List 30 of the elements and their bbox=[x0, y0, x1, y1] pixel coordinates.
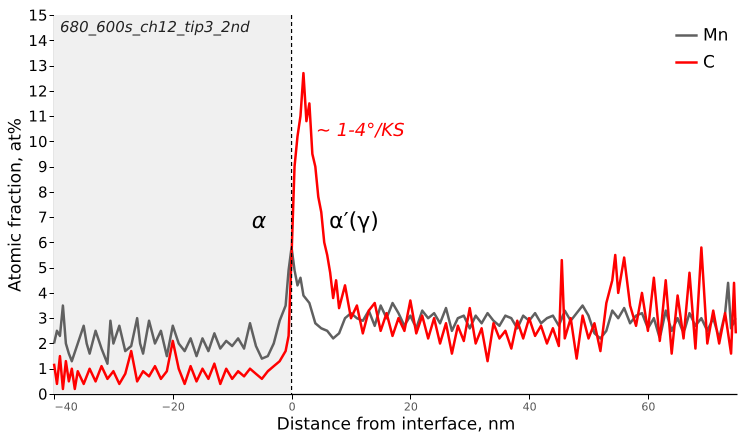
y-tick-label: 14 bbox=[28, 32, 48, 50]
x-tick-label: 0 bbox=[288, 400, 296, 414]
y-tick-label: 12 bbox=[28, 82, 48, 100]
y-tick-label: 2 bbox=[38, 334, 48, 353]
annotation: ~ 1-4°/KS bbox=[316, 120, 404, 141]
annotation: 680_600s_ch12_tip3_2nd bbox=[60, 18, 250, 36]
y-tick-label: 11 bbox=[28, 108, 48, 126]
y-tick-label: 6 bbox=[38, 234, 48, 252]
line-series bbox=[52, 72, 738, 390]
y-tick-label: 4 bbox=[38, 284, 48, 302]
x-tick-label: 20 bbox=[404, 400, 418, 414]
y-tick-label: 3 bbox=[38, 310, 48, 328]
x-axis-title: Distance from interface, nm bbox=[276, 414, 516, 434]
annotation: α′(γ) bbox=[329, 209, 379, 234]
y-tick-label: 7 bbox=[38, 208, 48, 227]
y-tick-label: 1 bbox=[38, 360, 48, 378]
y-tick-label: 8 bbox=[38, 183, 48, 202]
y-tick-label: 13 bbox=[28, 57, 48, 76]
x-tick-label: 40 bbox=[522, 400, 537, 414]
x-tick-label: −40 bbox=[54, 400, 78, 414]
annotation: α bbox=[252, 209, 267, 234]
x-tick-label: −20 bbox=[162, 400, 185, 414]
y-tick-label: 5 bbox=[38, 259, 48, 278]
y-tick-label: 9 bbox=[38, 158, 48, 176]
y-axis-title: Atomic fraction, at% bbox=[5, 118, 26, 292]
legend-label: Mn bbox=[703, 26, 728, 46]
y-tick-label: 15 bbox=[28, 6, 48, 24]
legend-label: C bbox=[703, 52, 715, 72]
y-tick-label: 10 bbox=[28, 132, 48, 151]
x-tick-label: 60 bbox=[641, 400, 656, 414]
